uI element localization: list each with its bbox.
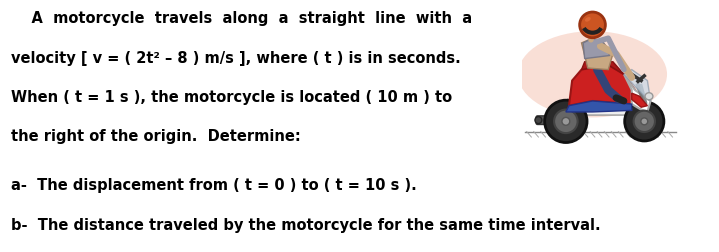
Polygon shape bbox=[566, 102, 640, 116]
Polygon shape bbox=[569, 66, 635, 106]
Text: the right of the origin.  Determine:: the right of the origin. Determine: bbox=[11, 129, 301, 143]
Circle shape bbox=[545, 101, 587, 143]
FancyBboxPatch shape bbox=[536, 116, 574, 125]
Circle shape bbox=[625, 102, 664, 141]
Polygon shape bbox=[624, 75, 651, 112]
Text: velocity [ v = ( 2t² – 8 ) m/s ], where ( t ) is in seconds.: velocity [ v = ( 2t² – 8 ) m/s ], where … bbox=[11, 50, 461, 65]
Ellipse shape bbox=[518, 32, 667, 118]
Ellipse shape bbox=[585, 18, 591, 23]
Text: a-  The displacement from ( t = 0 ) to ( t = 10 s ).: a- The displacement from ( t = 0 ) to ( … bbox=[11, 178, 416, 193]
Polygon shape bbox=[566, 102, 632, 112]
Circle shape bbox=[554, 110, 577, 134]
Polygon shape bbox=[632, 94, 647, 108]
Circle shape bbox=[633, 111, 655, 133]
Circle shape bbox=[641, 118, 648, 125]
Circle shape bbox=[535, 117, 542, 124]
Circle shape bbox=[562, 118, 569, 126]
Text: When ( t = 1 s ), the motorcycle is located ( 10 m ) to: When ( t = 1 s ), the motorcycle is loca… bbox=[11, 89, 452, 104]
Polygon shape bbox=[582, 62, 624, 75]
Text: b-  The distance traveled by the motorcycle for the same time interval.: b- The distance traveled by the motorcyc… bbox=[11, 217, 600, 232]
Ellipse shape bbox=[645, 93, 653, 100]
Polygon shape bbox=[624, 70, 651, 102]
Circle shape bbox=[580, 13, 605, 39]
Text: A  motorcycle  travels  along  a  straight  line  with  a: A motorcycle travels along a straight li… bbox=[11, 11, 472, 26]
Polygon shape bbox=[582, 39, 613, 70]
Polygon shape bbox=[583, 39, 610, 59]
